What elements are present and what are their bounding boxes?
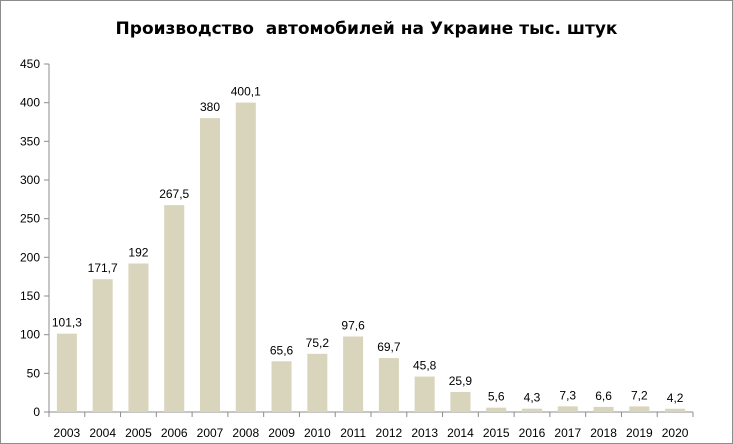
x-tick-label: 2006: [161, 426, 188, 440]
data-label: 25,9: [449, 374, 473, 388]
bar: [414, 376, 435, 412]
bar: [486, 407, 507, 412]
bar: [92, 279, 113, 412]
bar: [521, 408, 543, 412]
data-label: 45,8: [413, 359, 437, 373]
x-tick-label: 2013: [411, 426, 438, 440]
x-tick-label: 2007: [197, 426, 224, 440]
data-label: 7,3: [559, 388, 576, 402]
x-tick-label: 2008: [232, 426, 259, 440]
data-label: 380: [200, 100, 220, 114]
bar: [164, 205, 185, 412]
data-label: 4,3: [524, 391, 541, 405]
bar: [56, 333, 77, 412]
bar: [378, 358, 399, 412]
bar: [629, 406, 650, 412]
data-label: 400,1: [231, 85, 261, 99]
x-tick-label: 2016: [519, 426, 546, 440]
data-label: 7,2: [631, 388, 648, 402]
bar: [271, 361, 292, 412]
x-tick-label: 2018: [590, 426, 617, 440]
y-tick-label: 350: [20, 134, 40, 148]
x-tick-label: 2017: [554, 426, 581, 440]
bar: [665, 408, 686, 412]
x-tick-label: 2019: [626, 426, 653, 440]
x-tick-label: 2015: [483, 426, 510, 440]
y-tick-label: 100: [20, 328, 40, 342]
data-label: 65,6: [270, 343, 294, 357]
x-tick-label: 2014: [447, 426, 474, 440]
data-label: 69,7: [377, 340, 401, 354]
bar: [235, 102, 256, 413]
data-label: 192: [128, 246, 148, 260]
x-tick-label: 2011: [340, 426, 366, 440]
y-tick-label: 250: [20, 212, 40, 226]
y-tick-label: 150: [20, 289, 40, 303]
y-tick-label: 400: [20, 96, 40, 110]
chart-title: Производство автомобилей на Украине тыс.…: [115, 19, 618, 39]
x-tick-label: 2003: [54, 426, 81, 440]
y-tick-label: 200: [20, 250, 40, 264]
y-tick-label: 450: [20, 57, 40, 71]
data-label: 6,6: [595, 389, 612, 403]
data-label: 101,3: [52, 316, 82, 330]
y-tick-label: 0: [33, 405, 40, 419]
data-label: 4,2: [667, 391, 684, 405]
x-tick-label: 2009: [268, 426, 295, 440]
data-labels: 101,3 171,7 192 267,5 380 400,1 65,6 75,2 97,6 69…: [52, 85, 684, 405]
bar: [128, 263, 149, 412]
bar: [450, 391, 471, 412]
bar: [593, 406, 614, 412]
bar: [343, 336, 364, 412]
data-label: 5,6: [488, 390, 505, 404]
bar: [199, 118, 221, 412]
y-axis: 0 50 100 150 200 250 300 350 400 450: [20, 57, 50, 419]
x-tick-label: 2010: [304, 426, 331, 440]
y-tick-label: 50: [27, 366, 41, 380]
x-tick-label: 2005: [125, 426, 152, 440]
bars: [56, 102, 686, 413]
data-label: 267,5: [159, 187, 189, 201]
x-tick-label: 2004: [89, 426, 116, 440]
x-tick-label: 2012: [376, 426, 403, 440]
data-label: 97,6: [341, 319, 365, 333]
x-tick-label: 2020: [662, 426, 689, 440]
data-label: 75,2: [306, 336, 330, 350]
bar: [307, 353, 328, 412]
y-tick-label: 300: [20, 173, 40, 187]
x-axis: 2003 2004 2005 2006 2007 2008 2009 2010 2011 2012…: [48, 411, 694, 440]
bar: [557, 406, 578, 412]
data-label: 171,7: [88, 261, 118, 275]
